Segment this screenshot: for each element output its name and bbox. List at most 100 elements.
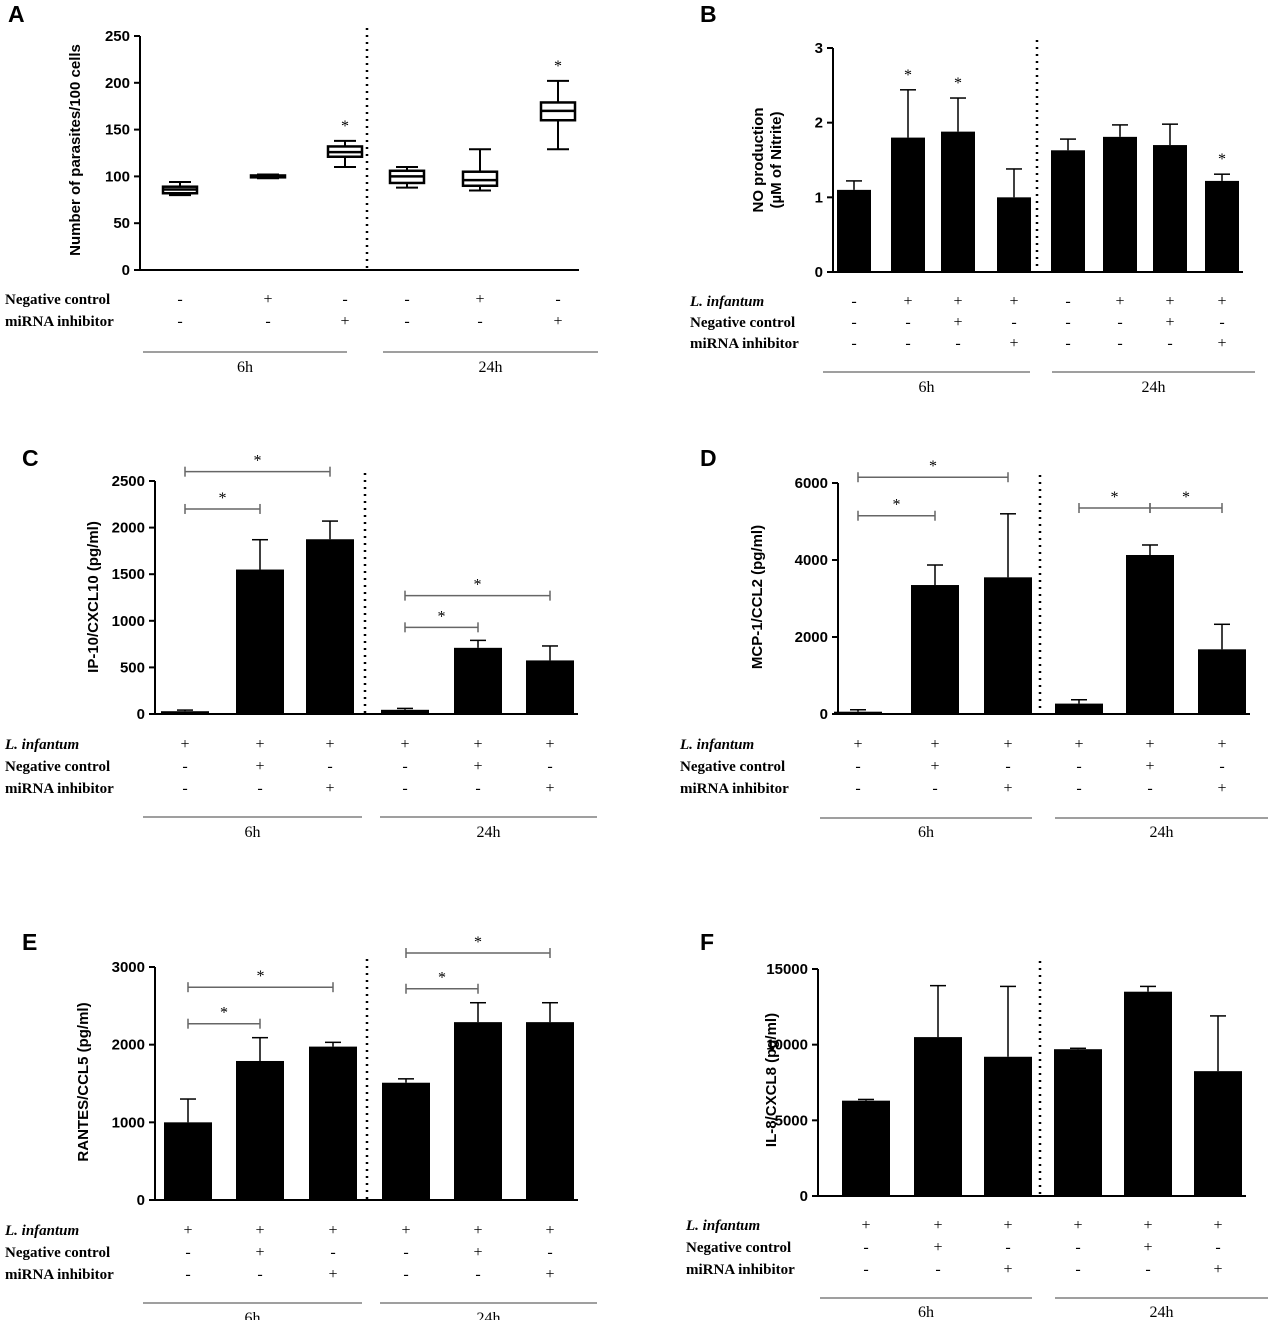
condition-sign: - — [1065, 335, 1070, 352]
condition-sign: - — [547, 758, 552, 775]
bar — [454, 647, 502, 714]
significance-star: * — [1218, 151, 1226, 168]
condition-sign: + — [930, 736, 939, 753]
condition-sign: + — [1217, 293, 1226, 310]
condition-sign: - — [905, 335, 910, 352]
row-label-mirna-inhibitor: miRNA inhibitor — [5, 314, 114, 330]
condition-sign: + — [1165, 314, 1174, 331]
condition-sign: - — [935, 1261, 940, 1278]
condition-sign: + — [475, 291, 484, 308]
panel-letter: D — [700, 445, 717, 471]
significance-star: * — [257, 968, 265, 985]
panel-B: B 0 1 2 3 NO production(µM of Nitrite) * * * L. i… — [689, 1, 1255, 396]
time-group-label: 6h — [245, 824, 261, 841]
condition-sign: + — [545, 736, 554, 753]
condition-sign: + — [1003, 1261, 1012, 1278]
condition-sign: + — [1213, 1261, 1222, 1278]
condition-sign: + — [255, 736, 264, 753]
condition-sign: + — [903, 293, 912, 310]
condition-sign: - — [1075, 1239, 1080, 1256]
row-label-negative-control: Negative control — [686, 1240, 791, 1256]
y-tick-label: 0 — [820, 706, 828, 723]
bar — [941, 131, 975, 272]
panel-C: C 0 500 1000 1500 2000 2500 IP-10/CXCL10 (pg/ml… — [4, 445, 597, 841]
condition-sign: + — [930, 758, 939, 775]
significance-star: * — [219, 490, 227, 507]
condition-sign: - — [863, 1261, 868, 1278]
condition-sign: + — [325, 736, 334, 753]
condition-sign: - — [1076, 758, 1081, 775]
condition-sign: + — [1003, 1217, 1012, 1234]
bar — [236, 1060, 284, 1200]
condition-sign: + — [1009, 293, 1018, 310]
condition-sign: - — [404, 291, 409, 308]
bar — [454, 1022, 502, 1200]
y-tick-label: 0 — [122, 262, 130, 279]
significance-star: * — [954, 75, 962, 92]
y-tick-label: 0 — [815, 264, 823, 281]
condition-sign: - — [257, 780, 262, 797]
panel-letter: C — [22, 445, 39, 471]
bar — [161, 711, 209, 714]
y-tick-label: 15000 — [766, 961, 808, 978]
significance-star: * — [474, 577, 482, 594]
condition-sign: + — [553, 313, 562, 330]
condition-sign: - — [327, 758, 332, 775]
row-label-mirna-inhibitor: miRNA inhibitor — [5, 1267, 114, 1283]
bar — [306, 539, 354, 714]
condition-sign: - — [851, 335, 856, 352]
condition-sign: + — [183, 1222, 192, 1239]
condition-sign: - — [182, 758, 187, 775]
condition-sign: - — [342, 291, 347, 308]
condition-sign: + — [853, 736, 862, 753]
condition-sign: - — [402, 780, 407, 797]
y-axis-label: MCP-1/CCL2 (pg/ml) — [749, 525, 766, 669]
condition-sign: - — [177, 313, 182, 330]
panel-letter: E — [22, 929, 37, 955]
condition-sign: - — [1117, 314, 1122, 331]
condition-sign: + — [401, 1222, 410, 1239]
condition-sign: + — [1217, 780, 1226, 797]
condition-sign: - — [547, 1244, 552, 1261]
condition-sign: + — [1115, 293, 1124, 310]
time-group-label: 6h — [919, 379, 935, 396]
y-tick-label: 100 — [105, 168, 130, 185]
y-tick-label: 1000 — [112, 1114, 145, 1131]
y-tick-label: 1500 — [112, 566, 145, 583]
condition-sign: + — [400, 736, 409, 753]
condition-sign: + — [328, 1266, 337, 1283]
condition-sign: - — [1005, 758, 1010, 775]
panel-E: E 0 1000 2000 3000 RANTES/CCL5 (pg/ml) * * * * L. … — [4, 929, 597, 1325]
bar — [1055, 703, 1103, 714]
condition-sign: + — [255, 758, 264, 775]
condition-sign: + — [1145, 758, 1154, 775]
significance-star: * — [554, 58, 562, 75]
condition-sign: + — [473, 758, 482, 775]
condition-sign: - — [1011, 314, 1016, 331]
condition-sign: - — [1219, 314, 1224, 331]
condition-sign: + — [255, 1244, 264, 1261]
bar — [842, 1100, 890, 1196]
condition-sign: - — [404, 313, 409, 330]
bar — [911, 585, 959, 714]
row-label-infantum: L. infantum — [679, 737, 754, 753]
condition-sign: - — [257, 1266, 262, 1283]
condition-sign: - — [177, 291, 182, 308]
bar — [1198, 649, 1246, 714]
condition-sign: - — [1065, 314, 1070, 331]
bar — [997, 197, 1031, 272]
bar — [914, 1037, 962, 1196]
condition-sign: + — [545, 1266, 554, 1283]
y-tick-label: 50 — [113, 215, 130, 232]
condition-sign: + — [1073, 1217, 1082, 1234]
row-label-infantum: L. infantum — [685, 1218, 760, 1234]
time-group-label: 24h — [479, 359, 503, 376]
bar — [1103, 136, 1137, 272]
y-tick-label: 0 — [137, 1192, 145, 1209]
y-tick-label: 4000 — [795, 552, 828, 569]
condition-sign: - — [330, 1244, 335, 1261]
panel-A: A 0 50 100 150 200 250 Number of parasites/100 … — [5, 1, 598, 376]
condition-sign: - — [855, 758, 860, 775]
panel-letter: F — [700, 929, 714, 955]
condition-sign: + — [953, 314, 962, 331]
